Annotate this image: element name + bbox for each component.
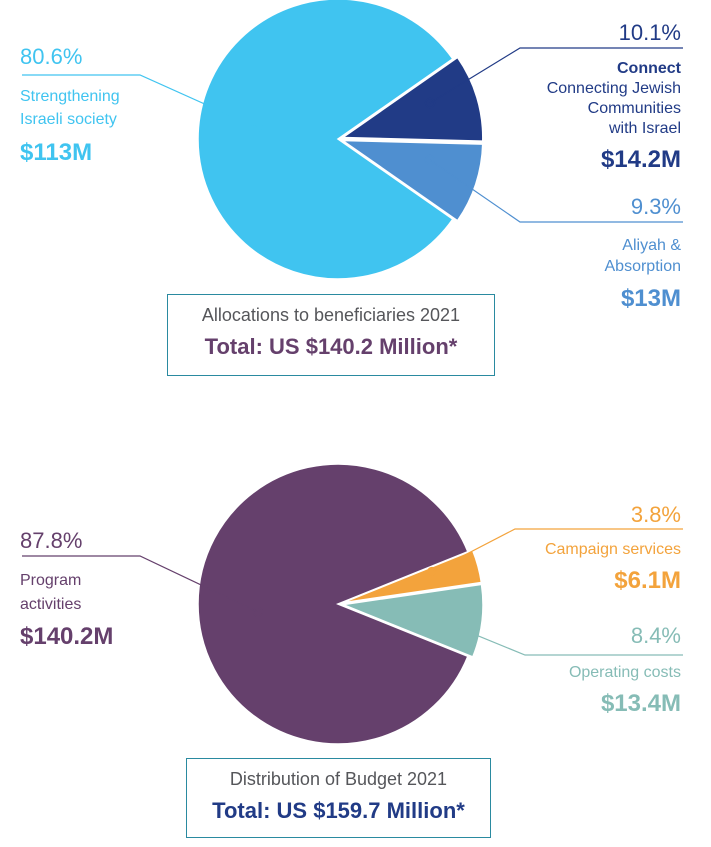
- slice-connect-label-3: with Israel: [608, 120, 681, 137]
- leader-line-campaign: [431, 528, 683, 573]
- slice-campaign-label-1: Campaign services: [544, 541, 681, 558]
- chart1-title: Allocations to beneficiaries 2021: [201, 305, 461, 325]
- slice-campaign-pct: 3.8%: [630, 502, 681, 527]
- pie-slice-strengthening: [197, 0, 454, 280]
- slice-strengthening-pct: 80.6%: [20, 44, 83, 69]
- chart1-title-box: Allocations to beneficiaries 2021 Total:…: [167, 294, 495, 376]
- leader-line-strengthening: [22, 74, 259, 129]
- leader-marker-campaign: [426, 566, 438, 578]
- slice-aliyah-label-2: Absorption: [604, 258, 682, 275]
- leader-marker-aliyah: [424, 154, 436, 166]
- pie-slice-program: [197, 463, 469, 745]
- pie-slice-aliyah: [340, 139, 484, 222]
- chart2-total: Total: US $159.7 Million*: [212, 798, 465, 823]
- slice-connect-pct: 10.1%: [618, 20, 681, 45]
- leader-line-connect: [429, 47, 683, 104]
- leader-line-aliyah: [429, 159, 683, 223]
- pie-slice-operating: [340, 583, 484, 658]
- leader-line-program: [22, 555, 259, 613]
- slice-program-value: $140.2M: [20, 623, 114, 650]
- slice-connect-label-bold: Connect: [617, 60, 681, 77]
- slice-program-pct: 87.8%: [20, 528, 83, 553]
- slice-aliyah-label-1: Aliyah &: [622, 237, 681, 254]
- leader-marker-connect: [424, 97, 436, 109]
- slice-strengthening-label-1: Strengthening: [20, 88, 120, 105]
- leader-marker-program: [252, 606, 264, 618]
- slice-program-label-1: Program: [20, 572, 82, 589]
- slice-strengthening-label-2: Israeli society: [20, 111, 117, 128]
- chart1-total: Total: US $140.2 Million*: [204, 334, 458, 359]
- leader-marker-strengthening: [252, 122, 264, 134]
- leader-marker-operating: [426, 611, 438, 623]
- slice-operating-value: $13.4M: [600, 690, 681, 717]
- slice-aliyah-value: $13M: [620, 285, 681, 312]
- slice-connect-label-1: Connecting Jewish: [546, 80, 681, 97]
- chart2-title-box: Distribution of Budget 2021 Total: US $1…: [186, 758, 491, 838]
- chart2-title: Distribution of Budget 2021: [229, 769, 448, 789]
- slice-strengthening-value: $113M: [20, 139, 93, 166]
- slice-aliyah-pct: 9.3%: [630, 194, 681, 219]
- slice-connect-value: $14.2M: [600, 146, 681, 173]
- slice-program-label-2: activities: [20, 596, 82, 613]
- slice-campaign-value: $6.1M: [614, 567, 681, 594]
- slice-operating-pct: 8.4%: [630, 623, 681, 648]
- pie-slice-connect: [340, 56, 484, 142]
- leader-line-operating: [431, 616, 683, 656]
- slice-operating-label-1: Operating costs: [568, 664, 681, 681]
- slice-connect-label-2: Communities: [587, 100, 681, 117]
